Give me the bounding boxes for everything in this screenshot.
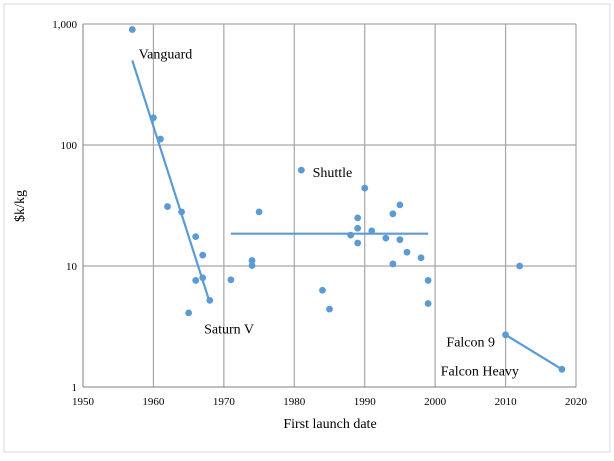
x-tick-label: 1970 bbox=[213, 396, 236, 408]
data-point bbox=[417, 254, 425, 262]
data-point bbox=[248, 257, 256, 264]
axes: 1950 1960 1970 1980 1990 2000 2010 2020 1 10 100 1,… bbox=[52, 19, 587, 408]
x-axis-title: First launch date bbox=[283, 417, 376, 432]
y-tick-label: 10 bbox=[66, 261, 78, 273]
data-point bbox=[150, 114, 157, 122]
data-point bbox=[389, 260, 397, 268]
x-tick-label: 2010 bbox=[495, 396, 518, 408]
data-point bbox=[558, 365, 566, 373]
data-point bbox=[382, 234, 390, 242]
data-point bbox=[354, 214, 362, 222]
x-tick-label: 2020 bbox=[565, 396, 588, 408]
data-point bbox=[424, 277, 432, 284]
data-point bbox=[354, 239, 362, 247]
trend-line bbox=[504, 333, 563, 371]
data-point bbox=[185, 309, 193, 317]
data-point bbox=[255, 208, 263, 216]
data-point bbox=[192, 277, 200, 284]
data-point bbox=[389, 210, 397, 218]
data-point bbox=[403, 248, 411, 256]
data-point bbox=[354, 224, 362, 232]
annotation-label: Saturn V bbox=[204, 322, 254, 337]
y-axis-title: $k/kg bbox=[13, 190, 28, 222]
data-point bbox=[347, 231, 355, 239]
x-tick-label: 1950 bbox=[72, 396, 95, 408]
data-point bbox=[396, 201, 404, 209]
data-point bbox=[502, 331, 509, 339]
y-tick-label: 1 bbox=[72, 382, 78, 394]
data-point bbox=[396, 236, 404, 244]
annotation-label: Falcon Heavy bbox=[441, 364, 519, 379]
data-point bbox=[199, 251, 207, 259]
annotations: Vanguard Shuttle Saturn V Falcon 9 Falcon He… bbox=[139, 48, 519, 380]
x-tick-label: 1980 bbox=[283, 396, 306, 408]
data-point bbox=[206, 296, 214, 304]
gridlines bbox=[83, 23, 577, 387]
data-point bbox=[424, 300, 432, 307]
data-point bbox=[319, 286, 326, 294]
data-point bbox=[178, 208, 186, 216]
x-tick-label: 1960 bbox=[142, 396, 165, 408]
y-tick-label: 1,000 bbox=[52, 19, 77, 31]
data-point bbox=[297, 166, 305, 174]
data-point bbox=[361, 184, 369, 192]
trend-line bbox=[131, 60, 211, 303]
data-point bbox=[516, 262, 524, 270]
data-point bbox=[199, 274, 207, 282]
data-point bbox=[164, 203, 171, 210]
trend-lines bbox=[131, 60, 563, 371]
data-points bbox=[128, 26, 566, 373]
chart-border bbox=[3, 3, 611, 453]
annotation-label: Shuttle bbox=[313, 166, 353, 181]
y-tick-label: 100 bbox=[61, 140, 78, 152]
annotation-label: Vanguard bbox=[139, 48, 193, 63]
data-point bbox=[326, 305, 333, 313]
data-point bbox=[227, 276, 235, 284]
data-point bbox=[192, 233, 200, 240]
data-point bbox=[368, 227, 376, 235]
x-tick-label: 2000 bbox=[424, 396, 447, 408]
x-tick-label: 1990 bbox=[354, 396, 377, 408]
data-point bbox=[157, 135, 164, 143]
data-point bbox=[248, 262, 256, 269]
annotation-label: Falcon 9 bbox=[446, 335, 495, 350]
data-point bbox=[128, 26, 136, 33]
